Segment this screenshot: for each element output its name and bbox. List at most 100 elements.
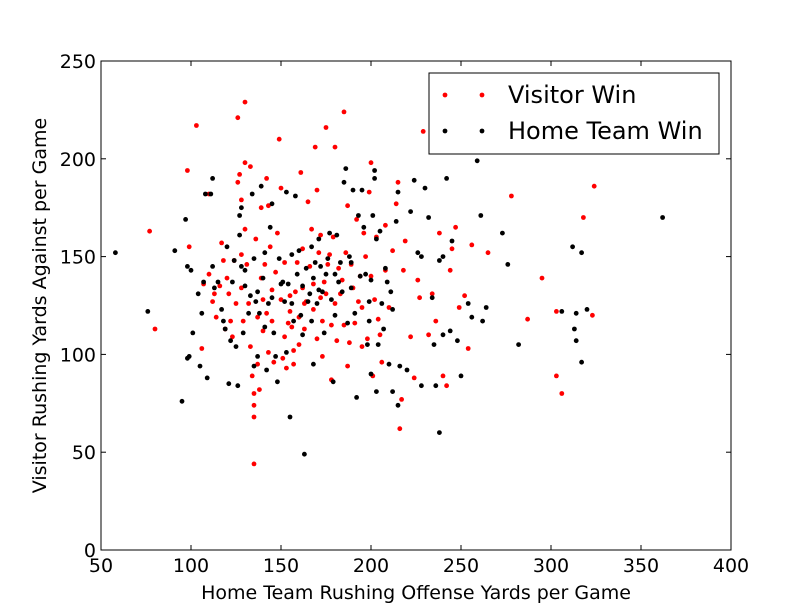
home-team-win-point xyxy=(381,326,386,332)
home-team-win-point xyxy=(309,244,314,250)
visitor-win-point xyxy=(359,344,365,349)
visitor-win-point xyxy=(429,291,435,297)
visitor-win-point xyxy=(485,250,491,256)
visitor-win-point xyxy=(212,291,217,297)
home-team-win-point xyxy=(431,342,437,347)
home-team-win-point xyxy=(282,299,287,304)
visitor-win-point xyxy=(235,115,241,121)
visitor-win-point xyxy=(264,310,269,316)
visitor-win-point xyxy=(444,383,449,389)
home-team-win-point xyxy=(458,373,464,379)
visitor-win-point xyxy=(266,203,271,209)
visitor-win-point xyxy=(284,365,289,371)
home-team-win-point xyxy=(212,285,217,291)
visitor-win-point xyxy=(590,312,595,318)
home-team-win-point xyxy=(352,310,358,316)
x-tick-label: 300 xyxy=(533,555,569,577)
visitor-win-point xyxy=(366,189,372,195)
visitor-win-point xyxy=(354,217,359,222)
home-team-win-point xyxy=(257,310,262,316)
visitor-win-point xyxy=(269,318,275,324)
visitor-win-point xyxy=(368,160,374,166)
home-team-win-point xyxy=(318,264,323,269)
home-team-win-point xyxy=(415,250,421,256)
visitor-win-point xyxy=(278,185,284,191)
visitor-win-point xyxy=(248,164,253,170)
home-team-win-point xyxy=(332,312,338,318)
home-team-win-point xyxy=(276,256,282,261)
visitor-win-point xyxy=(206,271,212,277)
home-team-win-point xyxy=(298,312,304,318)
visitor-win-point xyxy=(251,461,257,467)
home-team-win-point xyxy=(300,283,305,289)
home-team-win-point xyxy=(303,265,309,271)
home-team-win-point xyxy=(573,338,579,344)
visitor-win-point xyxy=(318,232,323,238)
visitor-win-point xyxy=(305,199,311,205)
visitor-win-point xyxy=(375,316,381,322)
home-team-win-point xyxy=(469,314,475,320)
visitor-win-point xyxy=(372,297,377,302)
visitor-win-point xyxy=(294,260,300,265)
home-team-win-point xyxy=(248,293,253,299)
visitor-win-point xyxy=(152,326,158,332)
home-team-win-point xyxy=(266,301,271,306)
home-team-win-point xyxy=(221,318,226,324)
home-team-win-point xyxy=(505,262,511,267)
home-team-win-point xyxy=(347,254,352,259)
home-team-win-point xyxy=(474,158,480,164)
visitor-win-point xyxy=(341,322,347,328)
visitor-win-point xyxy=(257,387,262,392)
visitor-win-point xyxy=(255,314,260,320)
visitor-win-point xyxy=(361,230,367,236)
visitor-win-point xyxy=(314,187,320,193)
home-team-win-point xyxy=(226,381,232,387)
home-team-win-point xyxy=(341,179,347,185)
legend: Visitor Win Home Team Win xyxy=(428,72,720,155)
home-team-win-point xyxy=(426,215,431,220)
visitor-win-point xyxy=(224,275,230,281)
home-team-win-point xyxy=(251,256,257,261)
x-axis-label: Home Team Rushing Offense Yards per Game xyxy=(201,582,631,604)
home-team-win-point xyxy=(293,193,298,199)
points-layer xyxy=(113,99,665,467)
visitor-win-point xyxy=(251,402,257,408)
visitor-win-point xyxy=(449,246,455,252)
visitor-win-point xyxy=(591,183,597,189)
home-team-win-point xyxy=(195,291,201,297)
home-team-win-point xyxy=(440,332,446,338)
home-team-win-point xyxy=(465,301,471,306)
visitor-win-point xyxy=(264,176,269,181)
home-team-win-point xyxy=(267,224,273,230)
home-team-win-point xyxy=(242,283,248,289)
visitor-win-point xyxy=(287,293,293,299)
visitor-win-point xyxy=(453,224,458,230)
visitor-win-point xyxy=(336,265,341,271)
home-team-win-point xyxy=(480,318,485,324)
home-team-win-point xyxy=(285,281,291,287)
visitor-win-point xyxy=(291,361,296,367)
home-team-win-point xyxy=(327,230,332,236)
home-team-win-point xyxy=(316,236,322,242)
home-team-win-point xyxy=(188,267,194,273)
home-team-win-point xyxy=(269,295,275,301)
home-team-win-point xyxy=(239,205,244,211)
home-team-win-point xyxy=(357,273,363,279)
visitor-win-point xyxy=(273,269,278,275)
home-team-win-point xyxy=(348,260,354,265)
visitor-win-point xyxy=(276,136,282,142)
home-team-win-point xyxy=(197,363,203,369)
home-team-win-point xyxy=(500,230,505,236)
home-team-win-point xyxy=(365,342,370,347)
home-team-win-point xyxy=(332,271,338,277)
visitor-win-point xyxy=(302,326,307,332)
home-team-win-point xyxy=(374,389,379,394)
visitor-win-point xyxy=(393,201,399,207)
home-team-win-point xyxy=(235,383,241,389)
home-team-win-point xyxy=(370,213,376,218)
home-team-win-point xyxy=(383,265,388,271)
home-team-win-point xyxy=(368,371,374,377)
home-team-win-point xyxy=(395,402,401,408)
home-team-win-point xyxy=(309,318,314,324)
visitor-win-point xyxy=(217,283,223,289)
